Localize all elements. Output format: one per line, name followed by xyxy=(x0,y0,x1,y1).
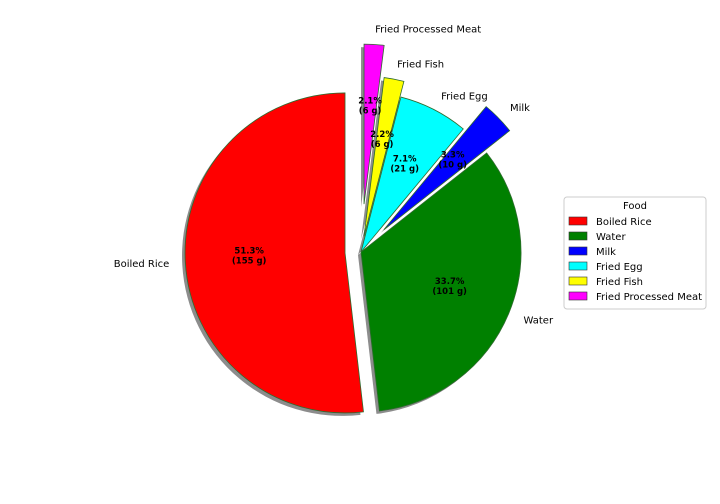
slice-milk xyxy=(383,106,511,230)
category-labels: Boiled Rice Water Milk Fried Egg Fried Fish F… xyxy=(114,24,554,326)
legend-label-water: Water xyxy=(596,232,626,243)
category-label-water: Water xyxy=(524,316,554,327)
percent-label-water: 33.7% (101 g) xyxy=(432,277,467,297)
legend-label-boiled-rice: Boiled Rice xyxy=(596,217,652,228)
legend-swatch-fried-egg xyxy=(568,261,588,271)
slice-water xyxy=(360,152,522,412)
slice-fried-egg xyxy=(360,96,464,253)
percent-label-boiled-rice: 51.3% (155 g) xyxy=(232,246,267,266)
legend-swatch-fried-fish xyxy=(568,276,588,286)
percent-labels: 51.3% (155 g) 33.7% (101 g) 3.3% (10 g) 7.1% (2… xyxy=(232,96,467,297)
category-label-boiled-rice: Boiled Rice xyxy=(114,259,170,270)
pie-slices xyxy=(184,43,522,414)
legend-label-milk: Milk xyxy=(596,247,616,258)
legend-label-fried-egg: Fried Egg xyxy=(596,262,643,273)
percent-label-fried-fish: 2.2% (6 g) xyxy=(370,130,394,150)
category-label-fried-processed-meat: Fried Processed Meat xyxy=(375,24,481,35)
legend-label-fried-fish: Fried Fish xyxy=(596,277,643,288)
slice-fried-processed-meat xyxy=(363,43,385,205)
slice-boiled-rice xyxy=(184,92,364,414)
legend-label-fried-processed-meat: Fried Processed Meat xyxy=(596,292,702,303)
percent-label-milk: 3.3% (10 g) xyxy=(438,151,467,171)
percent-label-fried-processed-meat: 2.1% (6 g) xyxy=(358,96,382,116)
percent-label-fried-egg: 7.1% (21 g) xyxy=(390,155,419,175)
legend-swatch-fried-processed-meat xyxy=(568,291,588,301)
legend-title: Food xyxy=(623,201,647,212)
slice-fried-fish xyxy=(363,77,405,237)
legend-swatch-boiled-rice xyxy=(568,216,588,226)
legend: Food Boiled Rice Water Milk Fried Egg Fried F… xyxy=(563,196,707,310)
category-label-milk: Milk xyxy=(510,103,530,114)
legend-swatch-water xyxy=(568,231,588,241)
legend-swatch-milk xyxy=(568,246,588,256)
category-label-fried-fish: Fried Fish xyxy=(397,59,444,70)
category-label-fried-egg: Fried Egg xyxy=(441,91,488,102)
legend-box xyxy=(563,196,707,310)
